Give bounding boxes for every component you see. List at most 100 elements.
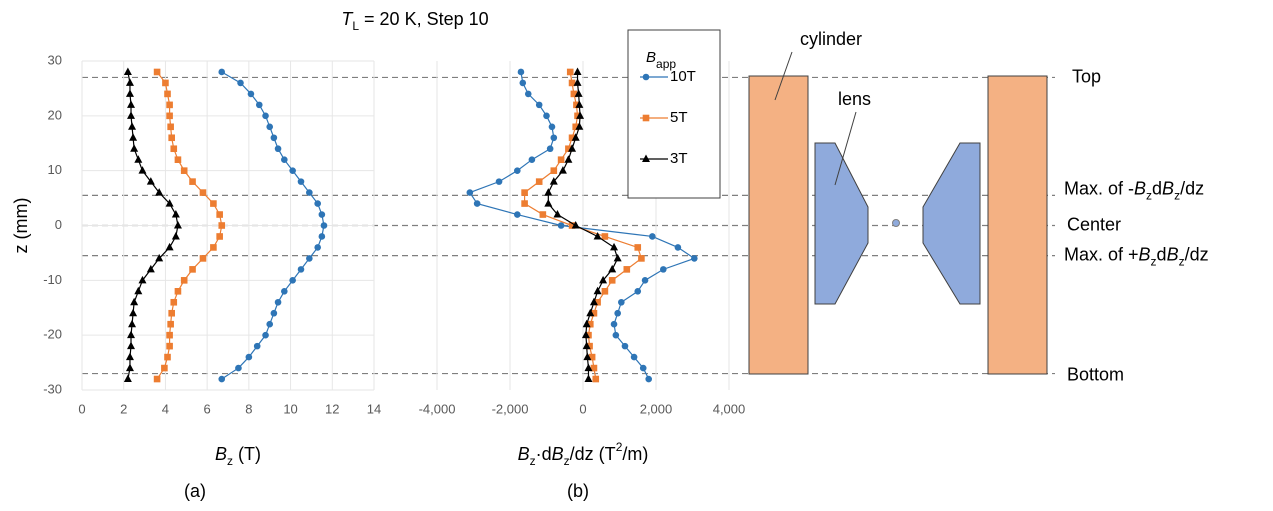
- data-point: [262, 331, 269, 339]
- data-point: [519, 79, 527, 87]
- data-point: [164, 353, 171, 361]
- y-axis-label: z (mm): [11, 198, 31, 254]
- data-point: [588, 353, 596, 361]
- x-tick-label: 10: [283, 401, 297, 416]
- data-point: [161, 364, 168, 372]
- data-point: [153, 375, 161, 383]
- lens-leader: [834, 111, 857, 186]
- data-point: [548, 123, 556, 131]
- legend-label: 3T: [670, 150, 688, 167]
- data-point: [623, 266, 631, 273]
- data-point: [614, 309, 621, 317]
- data-point: [171, 231, 180, 240]
- data-point: [590, 309, 598, 317]
- data-point: [170, 145, 178, 153]
- data-point: [524, 90, 532, 98]
- data-point: [130, 297, 139, 306]
- data-point: [153, 68, 161, 76]
- text-part: B: [1134, 178, 1146, 198]
- data-point: [573, 78, 582, 86]
- data-point: [649, 233, 656, 240]
- text-part: Center: [1067, 214, 1121, 234]
- data-point: [199, 189, 207, 196]
- data-point: [165, 242, 174, 251]
- x-tick-label: 4,000: [713, 401, 746, 416]
- reference-label: Top: [1072, 66, 1101, 86]
- data-point: [155, 188, 164, 196]
- data-point: [146, 177, 155, 185]
- data-point: [574, 89, 583, 97]
- data-point: [584, 363, 593, 372]
- data-point: [568, 79, 576, 87]
- x-tick-label: 2: [120, 401, 127, 416]
- y-tick-label: 30: [48, 52, 62, 67]
- data-point: [138, 166, 147, 174]
- data-point: [314, 200, 321, 207]
- data-point: [574, 112, 581, 120]
- data-point: [584, 374, 593, 383]
- data-point: [125, 363, 134, 372]
- panel-label: (a): [184, 481, 206, 501]
- text-part: z: [564, 454, 570, 468]
- x-tick-label: -4,000: [419, 401, 456, 416]
- data-point: [320, 222, 328, 229]
- text-part: = 20 K, Step 10: [359, 9, 489, 29]
- data-point: [189, 178, 196, 185]
- data-point: [610, 242, 619, 251]
- text-part: ·d: [536, 444, 552, 464]
- text-part: B: [1139, 244, 1151, 264]
- text-part: /dz (T: [570, 444, 616, 464]
- data-point: [167, 123, 174, 131]
- data-point: [174, 288, 182, 295]
- center-dot: [892, 219, 900, 227]
- cylinder-left: [748, 75, 809, 375]
- legend-marker: [642, 114, 650, 122]
- data-point: [166, 101, 173, 109]
- data-point: [235, 364, 242, 372]
- text-part: B: [552, 444, 564, 464]
- data-point: [610, 320, 618, 328]
- data-point: [164, 90, 171, 98]
- data-point: [573, 101, 580, 109]
- data-point: [517, 68, 525, 76]
- data-point: [575, 122, 584, 130]
- data-point: [590, 364, 598, 372]
- data-point: [173, 221, 182, 229]
- data-point: [514, 167, 521, 174]
- data-point: [270, 309, 278, 317]
- y-tick-label: 20: [48, 107, 62, 122]
- data-point: [281, 288, 288, 295]
- data-point: [601, 288, 609, 295]
- x-tick-label: 0: [78, 401, 85, 416]
- data-point: [281, 156, 288, 163]
- data-point: [166, 331, 173, 339]
- data-point: [576, 111, 585, 119]
- data-point: [612, 331, 620, 339]
- data-point: [587, 320, 594, 328]
- data-point: [218, 222, 226, 229]
- data-point: [318, 211, 326, 218]
- data-point: [130, 144, 139, 152]
- data-point: [134, 286, 143, 295]
- data-point: [253, 342, 261, 350]
- data-point: [167, 320, 174, 328]
- data-point: [564, 155, 573, 163]
- data-point: [660, 266, 667, 273]
- data-point: [550, 134, 558, 142]
- x-tick-label: 2,000: [640, 401, 673, 416]
- text-part: /dz: [1180, 178, 1204, 198]
- data-point: [134, 155, 143, 163]
- text-part: /dz: [1185, 244, 1209, 264]
- data-point: [218, 68, 226, 76]
- text-part: z: [1146, 189, 1152, 203]
- text-part: L: [352, 19, 359, 33]
- data-point: [539, 211, 547, 218]
- legend-label: 5T: [670, 109, 688, 126]
- data-point: [571, 133, 580, 141]
- data-point: [572, 123, 579, 131]
- data-point: [568, 222, 576, 229]
- text-part: B: [215, 444, 227, 464]
- panel-label: (b): [567, 481, 589, 501]
- data-point: [573, 67, 582, 75]
